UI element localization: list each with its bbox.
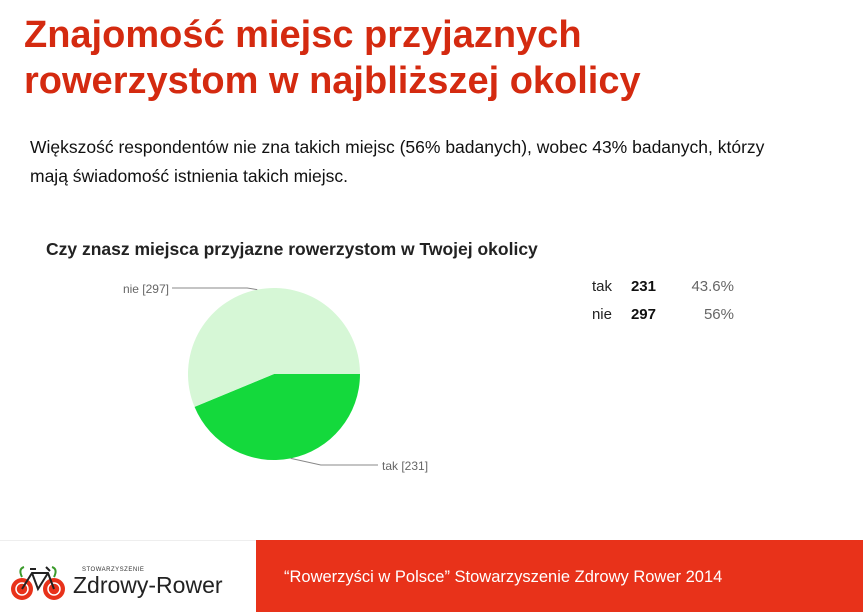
pie-callout-line-tak [290,457,378,466]
legend-percent: 56% [703,305,734,323]
legend-percent: 43.6% [691,277,734,295]
slide-title-line2: rowerzystom w najbliższej okolicy [24,60,641,102]
logo-name: Zdrowy-Rower [73,572,223,598]
bicycle-apple-logo-icon [11,566,65,600]
slide-description: Większość respondentów nie zna takich mi… [30,133,840,191]
legend-count: 231 [630,277,656,295]
slide-title-line1: Znajomość miejsc przyjaznych [24,14,582,56]
description-line1: Większość respondentów nie zna takich mi… [30,137,765,157]
pie-slice-tak [194,374,360,461]
legend-row-tak: tak 231 43.6% [580,272,742,300]
footer: STOWARZYSZENIE Zdrowy-Rower “Rowerzyści … [0,540,863,613]
description-line2: mają świadomość istnienia takich miejsc. [30,166,349,186]
chart-title: Czy znasz miejsca przyjazne rowerzystom … [46,239,538,259]
footer-banner: “Rowerzyści w Polsce” Stowarzyszenie Zdr… [256,540,863,612]
pie-callout-label-nie: nie [297] [123,282,169,296]
legend-label: tak [591,277,612,295]
legend-row-nie: nie 297 56% [580,300,742,328]
pie-callout-label-tak: tak [231] [382,459,428,473]
legend-count: 297 [630,305,656,323]
chart-legend-table: tak 231 43.6% nie 297 56% [580,272,742,328]
pie-callout-line-nie [172,287,258,291]
pie-chart: tak [231] nie [297] [123,282,428,473]
logo-subtitle: STOWARZYSZENIE [82,567,145,573]
legend-label: nie [591,305,612,323]
pie-slice-nie [188,288,360,407]
footer-text: “Rowerzyści w Polsce” Stowarzyszenie Zdr… [284,568,723,586]
footer-logo-area: STOWARZYSZENIE Zdrowy-Rower [0,540,256,613]
slide-title: Znajomość miejsc przyjaznych rowerzystom… [24,12,844,104]
